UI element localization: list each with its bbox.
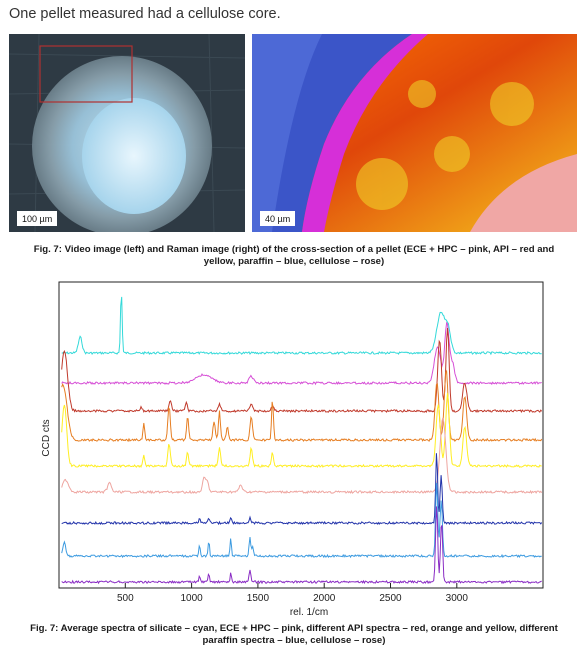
spectra-chart: 500 1000 1500 2000 2500 3000 CCD cts rel. 1/c… [41,281,544,618]
spectrum-line [61,506,542,585]
x-ticks: 500 1000 1500 2000 2500 3000 [117,583,468,604]
x-axis-label: rel. 1/cm [290,607,328,618]
x-tick-label: 500 [117,593,134,604]
x-tick-label: 2500 [379,593,402,604]
x-tick-label: 2000 [313,593,336,604]
spectrum-line [61,417,543,495]
figure1-caption: Fig. 7: Video image (left) and Raman ima… [33,244,555,268]
plot-area [58,281,544,589]
x-tick-label: 1500 [247,593,270,604]
spectrum-line [61,296,542,356]
spectrum-line [61,453,543,526]
intro-text: One pellet measured had a cellulose core… [9,6,281,22]
figure2-caption: Fig. 7: Average spectra of silicate – cy… [30,623,558,647]
x-tick-label: 3000 [446,593,469,604]
spectrum-line [61,327,543,414]
y-axis-label: CCD cts [41,419,52,456]
spectrum-line [61,482,542,559]
series-layer [61,296,543,585]
x-tick-label: 1000 [180,593,203,604]
raman-image-graphic [252,34,577,232]
raman-image: 40 µm [252,34,577,232]
video-image: 100 µm [9,34,245,232]
spectrum-line [61,393,542,469]
spectrum-line [61,321,542,386]
video-image-graphic [9,34,245,232]
spectrum-line [61,369,543,443]
right-scale-bar: 40 µm [260,211,296,226]
left-scale-bar: 100 µm [17,211,58,226]
